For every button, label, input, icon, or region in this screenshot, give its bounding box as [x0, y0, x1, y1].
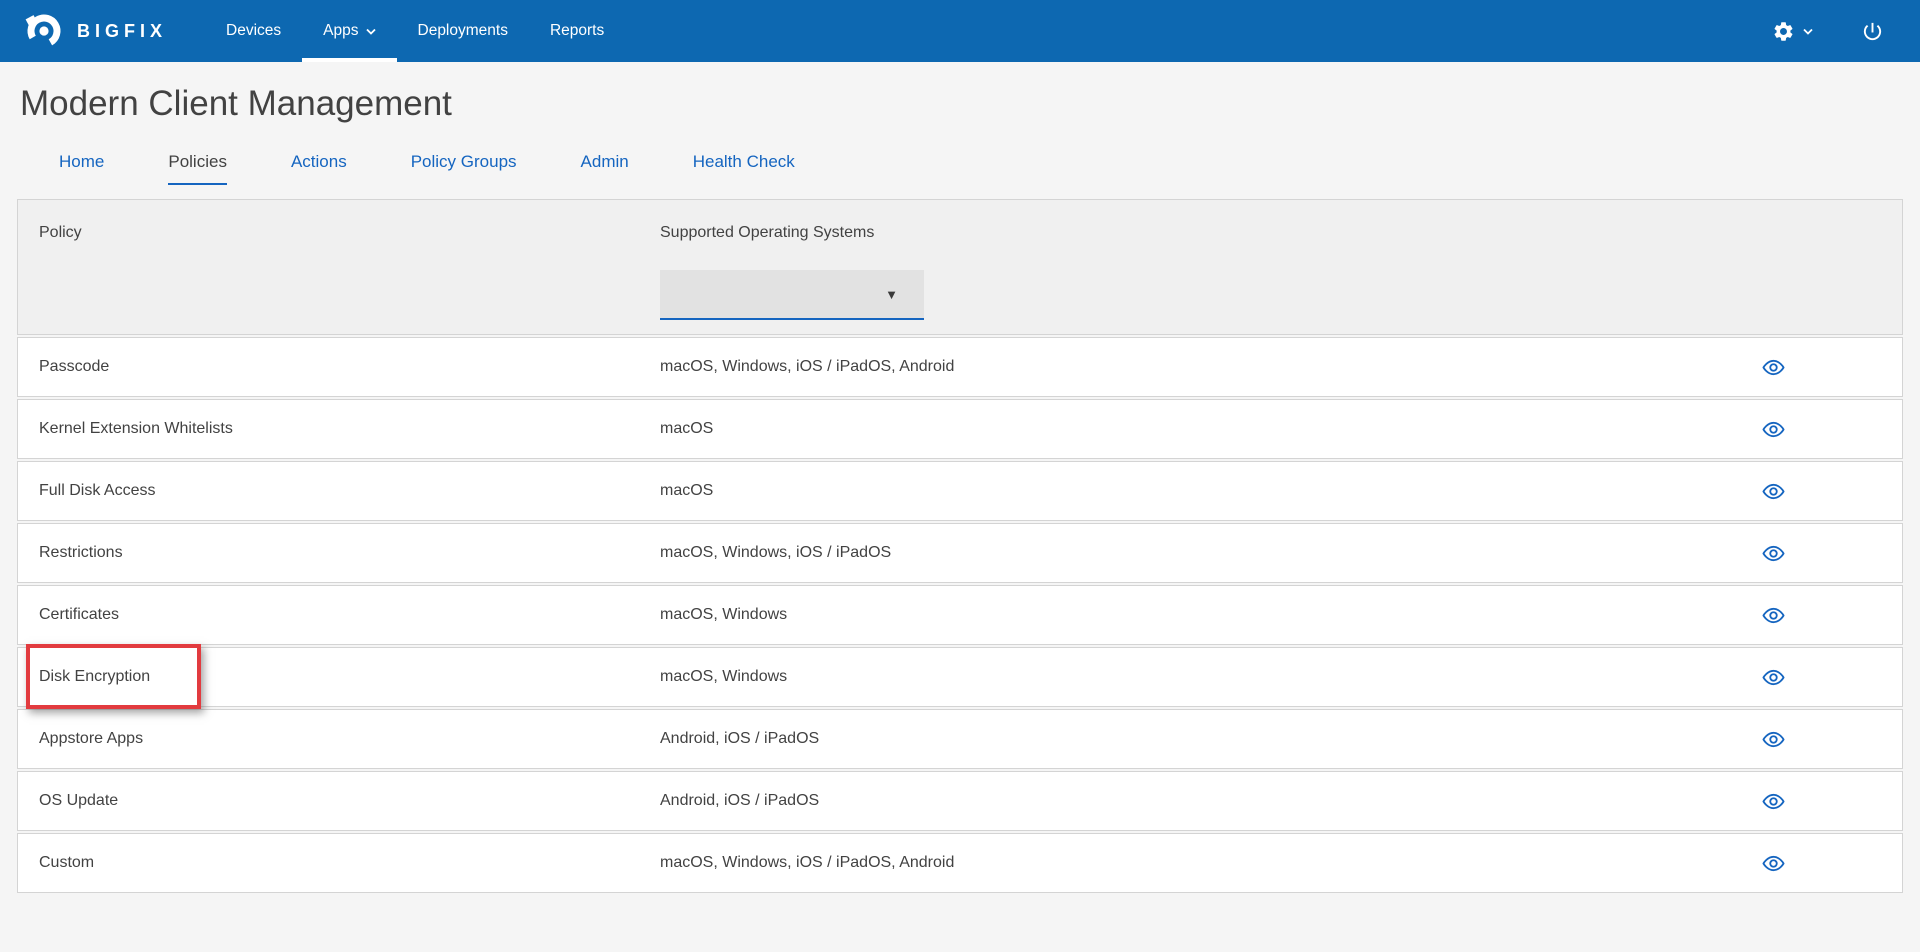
nav-item-label: Reports: [549, 22, 605, 39]
view-policy-eye-button[interactable]: [1762, 604, 1785, 627]
top-navigation-bar: BIGFIX Devices Apps Deployments Reports: [0, 0, 1920, 62]
view-policy-eye-button[interactable]: [1762, 728, 1785, 751]
view-policy-eye-button[interactable]: [1762, 356, 1785, 379]
view-policy-eye-button[interactable]: [1762, 542, 1785, 565]
active-nav-underline: [302, 58, 397, 62]
policy-table: Policy Supported Operating Systems ▼ Pas…: [17, 199, 1903, 893]
bigfix-logo-icon: [24, 11, 64, 51]
page-title: Modern Client Management: [20, 84, 452, 123]
table-row: Certificates macOS, Windows: [17, 585, 1903, 645]
supported-os-value: Android, iOS / iPadOS: [660, 730, 820, 747]
nav-item-label: Deployments: [417, 22, 508, 39]
settings-menu-button[interactable]: [1772, 20, 1813, 43]
policy-name: Disk Encryption: [39, 668, 151, 685]
column-header-supported-os: Supported Operating Systems: [660, 224, 875, 241]
table-row: Kernel Extension Whitelists macOS: [17, 399, 1903, 459]
chevron-down-icon: [365, 28, 376, 35]
policy-name: Passcode: [39, 358, 110, 375]
logout-power-button[interactable]: [1861, 20, 1884, 43]
bigfix-logo[interactable]: BIGFIX: [24, 11, 167, 51]
supported-os-value: macOS, Windows, iOS / iPadOS, Android: [660, 854, 955, 871]
supported-os-value: macOS, Windows: [660, 668, 788, 685]
supported-os-value: macOS, Windows: [660, 606, 788, 623]
tab-home[interactable]: Home: [59, 152, 105, 171]
policy-name: OS Update: [39, 792, 119, 809]
supported-os-value: macOS, Windows, iOS / iPadOS, Android: [660, 358, 955, 375]
table-row: Restrictions macOS, Windows, iOS / iPadO…: [17, 523, 1903, 583]
policy-name: Appstore Apps: [39, 730, 144, 747]
table-row: Full Disk Access macOS: [17, 461, 1903, 521]
policy-name: Custom: [39, 854, 95, 871]
brand-name: BIGFIX: [77, 20, 168, 41]
gear-icon: [1772, 20, 1795, 43]
policy-table-header: Policy Supported Operating Systems ▼: [17, 199, 1903, 335]
power-icon: [1861, 20, 1884, 43]
view-policy-eye-button[interactable]: [1762, 666, 1785, 689]
table-row: Disk Encryption macOS, Windows: [17, 644, 1903, 709]
supported-os-value: macOS: [660, 482, 714, 499]
nav-item-reports[interactable]: Reports: [529, 0, 625, 62]
view-policy-eye-button[interactable]: [1762, 418, 1785, 441]
view-policy-eye-button[interactable]: [1762, 480, 1785, 503]
nav-item-apps[interactable]: Apps: [302, 0, 397, 62]
dropdown-arrow-icon: ▼: [885, 286, 898, 302]
supported-os-value: macOS: [660, 420, 714, 437]
policy-name: Kernel Extension Whitelists: [39, 420, 233, 437]
supported-os-value: Android, iOS / iPadOS: [660, 792, 820, 809]
table-row: Custom macOS, Windows, iOS / iPadOS, And…: [17, 833, 1903, 893]
table-row: Appstore Apps Android, iOS / iPadOS: [17, 709, 1903, 769]
nav-item-label: Devices: [226, 22, 282, 39]
tab-bar: Home Policies Actions Policy Groups Admi…: [0, 152, 1920, 185]
nav-right-icons: [1772, 20, 1884, 43]
tab-actions[interactable]: Actions: [290, 152, 347, 171]
view-policy-eye-button[interactable]: [1762, 852, 1785, 875]
policy-name: Full Disk Access: [39, 482, 156, 499]
tab-policy-groups[interactable]: Policy Groups: [410, 152, 517, 171]
column-header-policy: Policy: [39, 224, 82, 241]
policy-name: Restrictions: [39, 544, 123, 561]
policy-table-body: Passcode macOS, Windows, iOS / iPadOS, A…: [17, 337, 1903, 893]
tab-admin[interactable]: Admin: [580, 152, 629, 171]
policy-name: Certificates: [39, 606, 120, 623]
supported-os-value: macOS, Windows, iOS / iPadOS: [660, 544, 892, 561]
nav-item-devices[interactable]: Devices: [205, 0, 302, 62]
os-filter-select[interactable]: ▼: [660, 270, 924, 320]
tab-health-check[interactable]: Health Check: [692, 152, 795, 171]
view-policy-eye-button[interactable]: [1762, 790, 1785, 813]
nav-item-deployments[interactable]: Deployments: [397, 0, 529, 62]
chevron-down-icon: [1803, 28, 1813, 35]
nav-item-label: Apps: [323, 22, 359, 39]
main-menu: Devices Apps Deployments Reports: [205, 0, 625, 62]
table-row: Passcode macOS, Windows, iOS / iPadOS, A…: [17, 337, 1903, 397]
table-row: OS Update Android, iOS / iPadOS: [17, 771, 1903, 831]
tab-policies[interactable]: Policies: [168, 152, 227, 185]
